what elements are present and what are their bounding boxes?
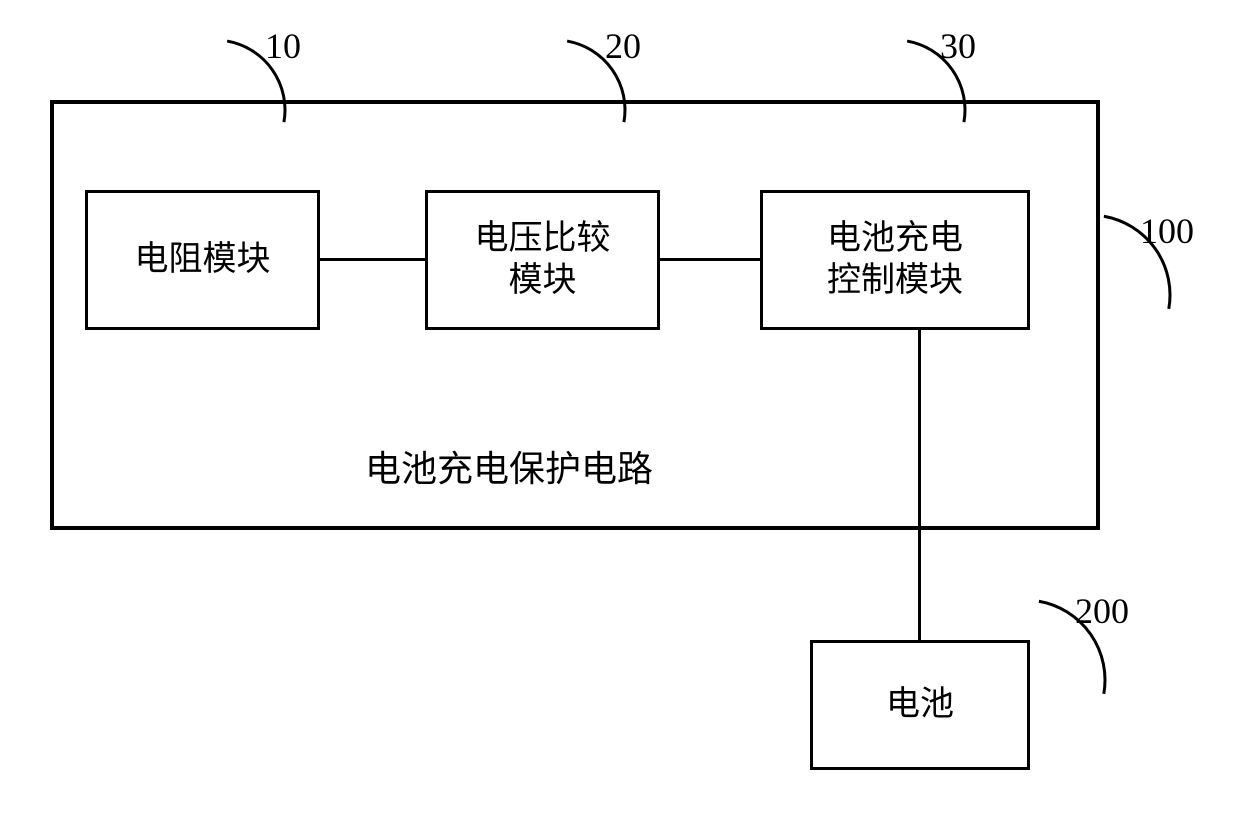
diagram-stage: 电池充电保护电路 电阻模块 电压比较模块 电池充电控制模块 电池 10 20 3… (0, 0, 1240, 834)
callout-label-100: 100 (1140, 210, 1194, 252)
outer-box-caption: 电池充电保护电路 (365, 440, 653, 492)
charge-control-module-box: 电池充电控制模块 (760, 190, 1030, 330)
callout-label-200: 200 (1075, 590, 1129, 632)
callout-label-10: 10 (265, 25, 301, 67)
resistor-module-text: 电阻模块 (135, 239, 271, 282)
voltage-compare-module-box: 电压比较模块 (425, 190, 660, 330)
battery-text: 电池 (886, 684, 954, 727)
connector-20-to-30 (660, 258, 760, 261)
battery-box: 电池 (810, 640, 1030, 770)
connector-10-to-20 (320, 258, 425, 261)
resistor-module-box: 电阻模块 (85, 190, 320, 330)
charge-control-module-text: 电池充电控制模块 (827, 218, 963, 303)
voltage-compare-module-text: 电压比较模块 (475, 218, 611, 303)
callout-label-20: 20 (605, 25, 641, 67)
callout-label-30: 30 (940, 25, 976, 67)
connector-30-to-200 (918, 330, 921, 640)
